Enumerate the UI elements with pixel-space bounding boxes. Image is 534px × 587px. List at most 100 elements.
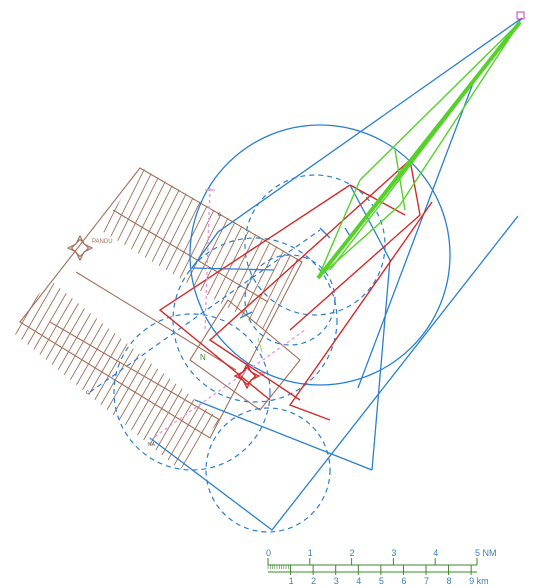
scale-km-label: 6 — [401, 576, 406, 586]
runway-north-mark: N — [200, 353, 206, 362]
hatch-line — [162, 280, 220, 470]
hatch-line — [10, 280, 80, 470]
scale-ticks — [267, 558, 478, 575]
runway-end-mark: NA — [148, 442, 156, 448]
hatch-line — [135, 280, 220, 470]
hatch-line — [10, 280, 62, 470]
hatch-line — [100, 168, 197, 330]
dashed-circle-5 — [244, 254, 336, 346]
large-circle — [189, 124, 451, 386]
scale-km-label: 9 km — [469, 576, 489, 586]
scale-bar: 0 1 2 3 4 5 NM 1 2 3 4 5 6 7 8 9 km — [266, 548, 497, 586]
scale-nm-label: 1 — [308, 548, 313, 558]
green-5 — [399, 21, 521, 206]
hatch-line — [111, 168, 233, 330]
scale-nm-label: 0 — [266, 548, 271, 558]
block-divider-2 — [75, 271, 237, 371]
hatch-line — [0, 120, 70, 360]
blue-tick-1 — [319, 227, 331, 239]
green-4 — [359, 21, 521, 181]
hatch-line — [0, 120, 16, 360]
hatch-line — [10, 280, 161, 470]
faf-marker — [516, 11, 525, 20]
hatch-line — [189, 280, 220, 470]
hatch-line — [100, 168, 188, 330]
hatch-line — [10, 280, 35, 470]
approach-line-2 — [190, 17, 523, 271]
hatch-line — [237, 168, 300, 330]
hatch-line — [138, 168, 260, 330]
hatch-top — [0, 120, 457, 360]
scale-km-label: 7 — [424, 576, 429, 586]
green-6 — [394, 149, 406, 211]
hatch-line — [10, 280, 17, 470]
hatch-line — [10, 280, 44, 470]
hatch-line — [90, 280, 220, 470]
hatch-line — [228, 168, 300, 330]
red-wedge-5 — [289, 159, 421, 331]
hatch-line — [10, 280, 71, 470]
hatch-line — [0, 120, 34, 360]
hatch-line — [235, 240, 385, 500]
red-wedge-3 — [288, 201, 433, 421]
hatch-line — [171, 280, 220, 470]
approach-line-3 — [349, 184, 391, 471]
dashed-track — [89, 229, 321, 393]
hatch-line — [54, 280, 206, 470]
hatch-line — [144, 280, 220, 470]
hatch-line — [10, 280, 89, 470]
scale-nm-label: 5 NM — [475, 548, 497, 558]
green-centerline — [257, 337, 263, 353]
hatch-line — [192, 168, 300, 330]
blue-tick-2 — [344, 227, 351, 237]
scale-nm-label: 2 — [350, 548, 355, 558]
hatch-line — [10, 280, 125, 470]
hatch-line — [201, 168, 300, 330]
hatch-line — [10, 280, 152, 470]
green-1 — [317, 21, 521, 279]
pink-dashed-track — [149, 329, 306, 441]
scale-km-label: 1 — [289, 576, 294, 586]
hatch-line — [207, 280, 220, 470]
green-3 — [317, 204, 401, 279]
hatch-line — [10, 280, 98, 470]
hatch-line — [0, 120, 52, 360]
dashed-circle-2 — [172, 237, 338, 403]
vor-label: IP — [260, 372, 265, 378]
hatch-line — [343, 240, 493, 500]
green-7 — [329, 21, 521, 271]
hatch-line — [0, 120, 88, 360]
hatch-line — [244, 240, 394, 500]
aerodrome-name: PANDU — [92, 239, 113, 245]
outer-block — [19, 167, 303, 439]
dashed-circle-1 — [244, 174, 386, 316]
scale-km-label: 2 — [311, 576, 316, 586]
outer-boundary-inner — [194, 399, 373, 471]
hatch-line — [27, 280, 179, 470]
hatch-line — [334, 240, 484, 500]
hatch-line — [291, 168, 300, 330]
vor-icon — [233, 362, 261, 390]
hatch-line — [246, 168, 300, 330]
hatch-line — [10, 280, 26, 470]
hatch-line — [0, 240, 7, 500]
hatch-line — [337, 120, 457, 360]
hatch-line — [156, 168, 278, 330]
scale-nm-label: 4 — [433, 548, 438, 558]
red-wedge-1 — [158, 184, 351, 401]
dashed-circle-3 — [113, 313, 271, 471]
scale-km-labels: 1 2 3 4 5 6 7 8 9 km — [289, 576, 489, 586]
outer-boundary — [149, 215, 519, 531]
hatch-line — [36, 280, 188, 470]
corner-mark-e: c — [218, 212, 221, 218]
scale-nm-labels: 0 1 2 3 4 5 NM — [266, 548, 497, 558]
hatch-line — [18, 280, 170, 470]
hatch-line — [120, 168, 242, 330]
hatch-line — [289, 240, 439, 500]
green-approach-fan — [316, 11, 525, 280]
hatch-line — [147, 168, 269, 330]
hatch-line — [129, 168, 251, 330]
hatch-line — [10, 280, 53, 470]
scale-km-label: 5 — [379, 576, 384, 586]
